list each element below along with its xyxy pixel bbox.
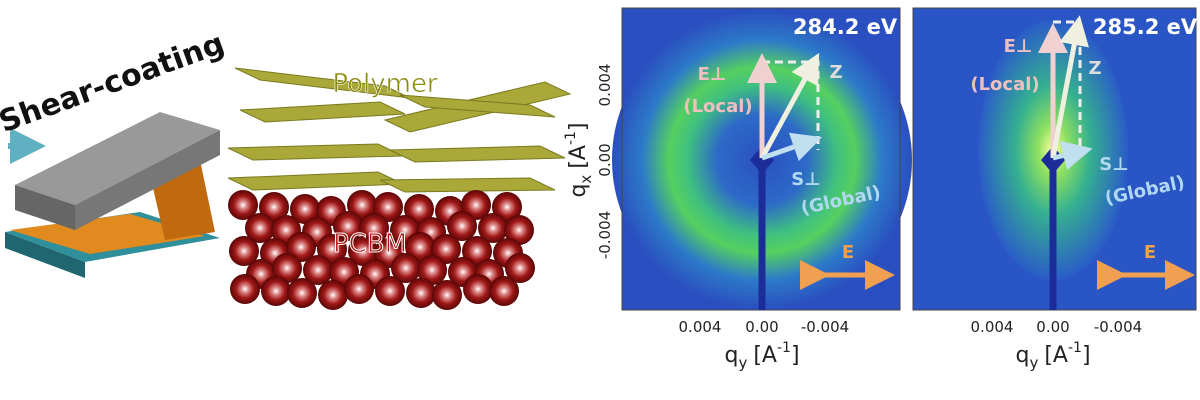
pcbm-sphere [303, 255, 333, 285]
y-tick-label: 0.004 [596, 64, 614, 107]
z-label: Z [1088, 58, 1101, 79]
pcbm-sphere [344, 274, 374, 304]
symbol: q [724, 343, 738, 368]
pcbm-sphere [228, 190, 258, 220]
pcbm-spheres [228, 190, 535, 310]
polymer-slab [227, 171, 404, 191]
polymer-slab [227, 143, 404, 161]
unit: [A [1044, 343, 1068, 368]
pcbm-sphere [290, 194, 320, 224]
y-axis-label: qx [A-1] [563, 122, 595, 197]
pcbm-sphere [333, 211, 363, 241]
pcbm-sphere [230, 274, 260, 304]
z-label: Z [829, 62, 842, 83]
s-perp-arrow [761, 132, 823, 162]
local-label: (Local) [683, 96, 752, 117]
symbol: q [566, 184, 591, 198]
pcbm-sphere [447, 211, 477, 241]
x-tick-label: 0.004 [679, 318, 722, 336]
pcbm-sphere [406, 278, 436, 308]
pcbm-sphere [359, 213, 389, 243]
polymer-label: Polymer [332, 69, 438, 99]
local-label: (Local) [970, 74, 1039, 95]
close: ] [1082, 343, 1091, 368]
pcbm-sphere [348, 236, 378, 266]
x-tick-label: 0.00 [745, 318, 778, 336]
pcbm-sphere [489, 276, 519, 306]
subscript: y [1029, 354, 1038, 372]
pcbm-sphere [318, 280, 348, 310]
blade-side [15, 185, 75, 230]
polymer-slab [389, 145, 566, 163]
s-perp-label: S⊥ [791, 169, 820, 190]
pcbm-sphere [504, 215, 534, 245]
close: ] [791, 343, 800, 368]
pcbm-sphere [261, 276, 291, 306]
s-perp-arrow [1052, 140, 1093, 171]
e-perp-label: E⊥ [1004, 36, 1033, 57]
illustration: Shear-coating Polymer PCBM [0, 26, 572, 310]
energy-label: 285.2 eV [1093, 15, 1198, 39]
pcbm-label: PCBM [333, 229, 407, 259]
panel-2: 285.2 eV E⊥ (Local) Z S⊥ (Global) E 0.00… [912, 7, 1198, 372]
z-arrow [1050, 15, 1089, 159]
x-tick-label: 0.004 [971, 318, 1014, 336]
pcbm-sphere [417, 255, 447, 285]
polymer-slab [239, 101, 406, 123]
e-perp-label: E⊥ [698, 64, 727, 85]
y-tick-label: 0.00 [596, 143, 614, 176]
pcbm-sphere [432, 280, 462, 310]
polymer-layers [227, 67, 572, 193]
exponent: -1 [1068, 340, 1082, 356]
pcbm-sphere [505, 253, 535, 283]
beam-stop-head [1041, 146, 1065, 174]
subscript: y [738, 354, 747, 372]
pcbm-sphere [287, 278, 317, 308]
x-axis-label: qy [A-1] [1015, 340, 1090, 372]
close: ] [566, 122, 591, 131]
pcbm-sphere [245, 213, 275, 243]
pcbm-sphere [478, 213, 508, 243]
symbol: q [1015, 343, 1029, 368]
polymer-slab [379, 177, 556, 193]
pcbm-sphere [375, 276, 405, 306]
beam-stop-head [750, 146, 774, 174]
pcbm-sphere [229, 236, 259, 266]
unit: [A [566, 145, 591, 169]
subscript: x [577, 175, 595, 184]
unit: [A [753, 343, 777, 368]
polymer-slab [399, 94, 556, 118]
y-tick-label: -0.004 [596, 211, 614, 259]
x-axis-label: qy [A-1] [724, 340, 799, 372]
z-arrow [759, 52, 820, 160]
energy-label: 284.2 eV [793, 15, 898, 39]
pcbm-sphere [391, 253, 421, 283]
x-tick-label: -0.004 [801, 318, 849, 336]
pcbm-sphere [463, 274, 493, 304]
blade-top [15, 112, 220, 205]
field-label: E [1144, 242, 1156, 263]
substrate-side [5, 232, 85, 278]
x-tick-label: 0.00 [1036, 318, 1069, 336]
panel-1: 284.2 eV E⊥ (Local) Z S⊥ (Global) E 0.00… [563, 7, 912, 372]
field-label: E [842, 242, 854, 263]
pcbm-sphere [272, 253, 302, 283]
s-perp-label: S⊥ [1099, 154, 1128, 175]
x-tick-label: -0.004 [1094, 318, 1142, 336]
blade-front [75, 130, 220, 230]
exponent: -1 [777, 340, 791, 356]
exponent: -1 [563, 131, 579, 145]
